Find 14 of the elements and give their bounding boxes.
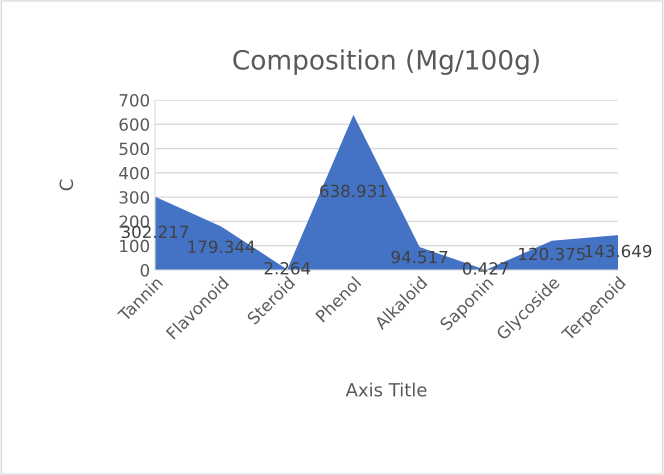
text: 120.375 xyxy=(519,248,585,260)
y-tick-label: 700 xyxy=(120,94,150,107)
y-tick-label: 300 xyxy=(120,191,150,204)
text: 179.344 xyxy=(188,240,255,254)
y-tick-label: 100 xyxy=(120,240,150,252)
y-tick-label: 500 xyxy=(120,142,150,156)
chart-title: Composition (Mg/100g) xyxy=(233,49,539,75)
text: 94.517 xyxy=(391,250,448,264)
text: 638.931 xyxy=(320,184,386,198)
x-axis-title: Axis Title xyxy=(346,382,426,397)
y-axis-title: C xyxy=(60,180,74,190)
y-tick-label: 600 xyxy=(119,118,150,131)
y-tick-label: 400 xyxy=(119,166,150,180)
y-tick-label: 0 xyxy=(140,264,150,277)
